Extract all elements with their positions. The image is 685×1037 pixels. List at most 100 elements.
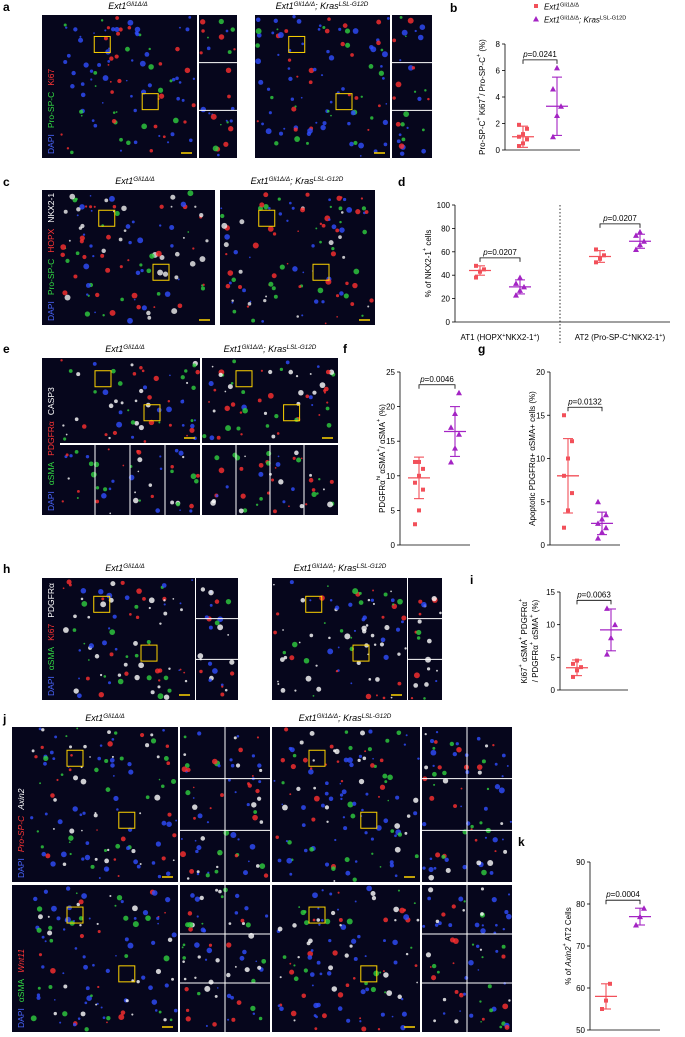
cell <box>208 400 210 403</box>
data-point <box>448 424 454 430</box>
cell <box>328 240 334 246</box>
cell <box>195 849 199 854</box>
cell <box>149 253 155 259</box>
cell <box>455 742 459 746</box>
cell <box>315 664 318 667</box>
cell <box>156 755 160 759</box>
cell <box>214 455 220 461</box>
cell <box>158 93 165 99</box>
cell <box>328 796 334 801</box>
cell <box>339 227 345 233</box>
data-point <box>604 651 610 657</box>
cell <box>267 392 274 399</box>
cell <box>238 285 243 290</box>
data-point <box>513 292 519 298</box>
cell <box>279 976 282 979</box>
cell <box>224 390 227 393</box>
cell <box>470 824 474 829</box>
text-segment: + <box>518 599 524 602</box>
cell <box>227 633 230 636</box>
cell <box>321 223 326 228</box>
cell <box>161 820 167 826</box>
cell <box>298 389 304 396</box>
text-segment: Pro-SP-C <box>46 92 56 128</box>
cell <box>117 78 122 84</box>
cell <box>60 773 64 777</box>
cell <box>356 660 361 666</box>
cell <box>243 870 248 876</box>
cell <box>442 997 447 1002</box>
cell <box>171 308 178 315</box>
text-segment: (%) <box>378 404 387 419</box>
cell <box>433 866 437 870</box>
cell <box>298 906 301 908</box>
cell <box>246 802 250 807</box>
cell <box>182 943 186 947</box>
cell <box>62 424 65 427</box>
cell <box>439 611 442 615</box>
cell <box>255 58 262 65</box>
cell <box>60 133 63 136</box>
cell <box>181 766 188 773</box>
cell <box>429 795 435 801</box>
condition-title: Ext1Gli1Δ/Δ; KrasLSL-G12D <box>299 713 392 724</box>
cell <box>362 629 367 634</box>
cell <box>154 668 161 674</box>
cell <box>94 654 100 659</box>
text-segment: Ext1 <box>108 1 126 11</box>
text-segment: / αSMA <box>378 421 387 448</box>
cell <box>106 1015 111 1021</box>
cell <box>207 661 213 666</box>
cell <box>103 866 110 872</box>
cell <box>138 499 141 502</box>
cell <box>293 127 298 132</box>
cell <box>479 821 483 825</box>
cell <box>139 732 145 738</box>
y-tick-label: 40 <box>441 271 450 280</box>
cell <box>185 922 191 928</box>
cell <box>305 503 308 506</box>
cell <box>406 814 411 818</box>
cell <box>63 984 68 989</box>
cell <box>65 453 69 457</box>
cell <box>63 209 68 214</box>
cell <box>199 213 204 218</box>
cell <box>436 669 438 672</box>
cell <box>328 55 335 61</box>
cell <box>288 505 290 508</box>
cell <box>380 637 386 643</box>
cell <box>93 390 97 394</box>
text-segment: LSL-G12D <box>362 713 392 720</box>
cell <box>273 779 276 782</box>
cell <box>242 288 246 293</box>
text-segment: + <box>529 642 535 645</box>
roi-box <box>93 35 111 53</box>
cell <box>394 846 401 853</box>
cell <box>221 685 224 688</box>
cell <box>301 805 306 810</box>
cell <box>117 678 124 685</box>
cell <box>68 768 72 772</box>
cell <box>259 202 265 208</box>
y-tick-label: 20 <box>441 295 450 304</box>
cell <box>113 858 117 861</box>
cell <box>294 136 301 142</box>
cell <box>290 763 296 770</box>
cell <box>383 939 386 943</box>
roi-box <box>258 209 276 227</box>
cell <box>290 1010 297 1017</box>
cell <box>509 820 512 823</box>
cell <box>236 426 241 431</box>
cell <box>422 866 426 870</box>
cell <box>180 375 185 380</box>
cell <box>251 978 256 984</box>
cell <box>76 496 79 499</box>
y-tick-label: 5 <box>541 498 546 507</box>
text-segment: αSMA <box>46 461 56 485</box>
cell <box>238 269 243 274</box>
cell <box>138 662 145 669</box>
cell <box>90 471 97 478</box>
cell <box>340 797 343 801</box>
cell <box>68 841 71 844</box>
cell <box>208 589 214 596</box>
